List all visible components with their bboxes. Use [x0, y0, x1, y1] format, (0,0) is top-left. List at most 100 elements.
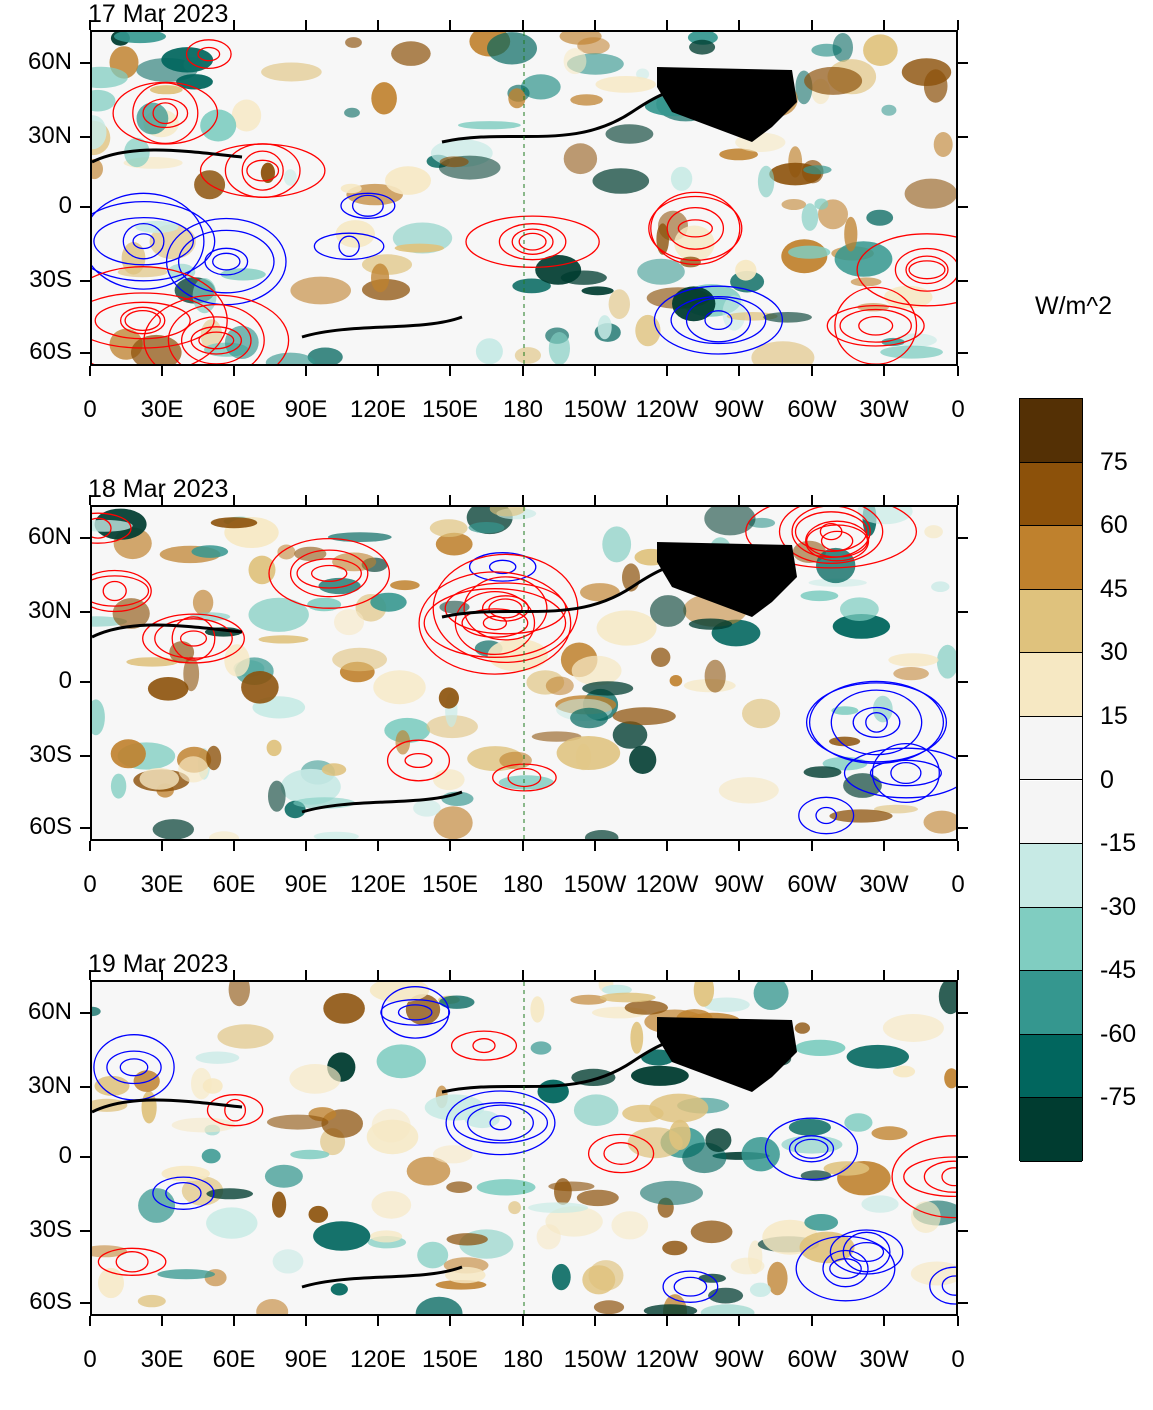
negative-contour [795, 1235, 896, 1302]
lon-tick [883, 1316, 885, 1326]
colorbar-segment [1020, 780, 1082, 845]
map-panel-2: 18 Mar 2023 60N 30N 0 30S 60S 0 30E 60E 90E 120E 1… [0, 475, 1000, 935]
negative-contour [92, 200, 216, 282]
lat-tick [80, 681, 90, 683]
lon-tick [957, 495, 959, 505]
positive-contour [778, 507, 884, 564]
lon-tick [811, 841, 813, 851]
positive-anomaly-patch [224, 644, 250, 677]
positive-contour [839, 308, 912, 343]
negative-anomaly-patch [548, 332, 570, 364]
negative-anomaly-patch [670, 166, 693, 191]
negative-contour [489, 1115, 512, 1131]
lon-tick [161, 495, 163, 505]
lon-tick [522, 841, 524, 851]
negative-contour [805, 682, 948, 763]
lat-tick-label: 60S [29, 338, 72, 365]
negative-anomaly-patch [601, 984, 632, 995]
positive-anomaly-patch [390, 580, 420, 591]
negative-anomaly-patch [206, 1188, 253, 1200]
positive-contour [241, 150, 284, 191]
lat-tick [958, 352, 968, 354]
negative-anomaly-patch [200, 109, 237, 142]
negative-contour [467, 1104, 534, 1142]
positive-contour [119, 306, 166, 335]
negative-anomaly-patch [641, 1049, 675, 1066]
positive-contour [92, 575, 150, 607]
negative-contour [798, 796, 855, 835]
negative-contour [865, 712, 888, 733]
positive-anomaly-patch [704, 659, 726, 693]
colorbar-label: 15 [1100, 701, 1128, 730]
lat-tick [958, 1012, 968, 1014]
positive-anomaly-patch [888, 653, 939, 667]
lat-tick-label: 60N [27, 523, 72, 550]
colorbar-label: -60 [1100, 1019, 1137, 1048]
negative-anomaly-patch [804, 1214, 839, 1231]
positive-contour [179, 630, 208, 647]
negative-anomaly-patch [689, 39, 716, 55]
negative-anomaly-patch [795, 1039, 846, 1056]
positive-anomaly-patch [608, 289, 630, 319]
lat-tick [80, 62, 90, 64]
negative-contour [132, 233, 155, 250]
negative-contour [670, 296, 767, 345]
lat-tick [958, 755, 968, 757]
lon-tick [594, 970, 596, 980]
positive-anomaly-patch [294, 546, 327, 562]
lat-tick [958, 1230, 968, 1232]
lat-tick [80, 352, 90, 354]
positive-contour [834, 286, 918, 364]
lon-tick [449, 1316, 451, 1326]
positive-anomaly-patch [371, 263, 390, 293]
positive-anomaly-patch [248, 555, 276, 585]
negative-anomaly-patch [931, 581, 950, 592]
colorbar-segment [1020, 589, 1082, 654]
lon-tick-label: 0 [951, 396, 965, 423]
negative-anomaly-patch [290, 1149, 330, 1160]
jet-contour [92, 623, 243, 639]
lon-tick [449, 366, 451, 376]
lon-tick [522, 495, 524, 505]
negative-anomaly-patch [537, 1079, 569, 1104]
lon-tick-label: 90E [284, 1346, 328, 1373]
lon-tick-label: 60E [212, 1346, 256, 1373]
lat-tick [80, 827, 90, 829]
lat-tick-label: 30S [29, 266, 72, 293]
negative-contour [165, 1181, 202, 1205]
negative-anomaly-patch [114, 32, 166, 44]
positive-anomaly-patch [531, 731, 582, 742]
positive-contour [794, 511, 868, 553]
negative-anomaly-patch [612, 721, 648, 749]
lon-tick [666, 1316, 668, 1326]
land-mask-region [657, 67, 797, 142]
panel-title: 18 Mar 2023 [88, 475, 229, 503]
negative-anomaly-patch [92, 89, 116, 112]
lon-tick [305, 366, 307, 376]
positive-anomaly-patch [261, 62, 322, 82]
positive-anomaly-patch [231, 99, 262, 132]
negative-anomaly-patch [195, 1051, 240, 1064]
positive-contour [142, 98, 189, 129]
lat-tick [80, 1012, 90, 1014]
positive-anomaly-patch [266, 739, 282, 757]
positive-anomaly-patch [901, 58, 952, 86]
positive-contour [819, 522, 843, 541]
positive-anomaly-patch [718, 777, 779, 804]
lon-tick [666, 20, 668, 30]
positive-contour [791, 507, 871, 558]
positive-anomaly-patch [577, 37, 610, 55]
lon-tick-label: 60E [212, 396, 256, 423]
negative-anomaly-patch [318, 577, 361, 595]
lon-tick [377, 20, 379, 30]
negative-anomaly-patch [844, 1113, 873, 1132]
negative-anomaly-patch [602, 526, 632, 563]
lon-tick [305, 970, 307, 980]
positive-anomaly-patch [433, 769, 465, 791]
lon-tick [811, 970, 813, 980]
negative-contour [794, 1138, 829, 1159]
lon-tick-label: 180 [502, 871, 544, 898]
lon-tick [377, 495, 379, 505]
positive-anomaly-patch [719, 148, 758, 161]
panel-title: 19 Mar 2023 [88, 950, 229, 978]
